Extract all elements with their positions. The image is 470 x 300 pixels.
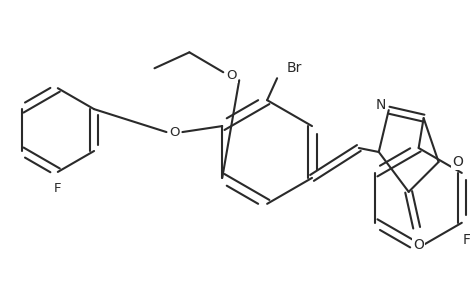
Text: F: F	[54, 182, 62, 195]
Text: N: N	[376, 98, 386, 112]
Text: F: F	[463, 233, 470, 247]
Text: O: O	[453, 155, 463, 169]
Text: O: O	[226, 69, 236, 82]
Text: Br: Br	[287, 61, 303, 75]
Text: O: O	[413, 238, 424, 252]
Text: O: O	[169, 126, 180, 139]
